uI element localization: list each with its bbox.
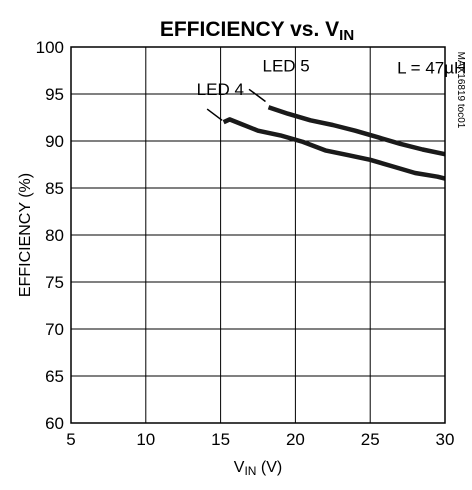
x-tick-label: 30 [436,430,455,449]
tick-labels: 5 10 15 20 25 30 60 65 70 75 80 85 90 95 100 [36,38,455,449]
annotation-label: LED 4 [197,80,244,99]
chart-title-main: EFFICIENCY vs. V [160,18,339,41]
x-tick-label: 10 [136,430,155,449]
x-axis-label: VIN (V) [234,459,282,478]
chart-title-subscript: IN [339,27,354,44]
x-axis-label-unit: (V) [256,459,282,476]
y-tick-label: 80 [45,226,64,245]
x-axis-label-subscript: IN [244,464,256,478]
annotations: LED 5 LED 4 L = 47µH [197,56,466,121]
x-tick-label: 15 [211,430,230,449]
y-tick-label: 90 [45,132,64,151]
grid [70,46,446,424]
y-tick-label: 60 [45,414,64,433]
chart-title: EFFICIENCY vs. VIN [160,18,354,44]
y-tick-label: 100 [36,38,64,57]
annotation-leader-line [206,108,223,121]
series-line-led-5 [267,105,446,157]
y-tick-label: 95 [45,85,64,104]
annotation-label: LED 5 [262,56,309,75]
series-line-led-4 [222,117,446,181]
y-tick-label: 70 [45,320,64,339]
plot-area-frame [70,46,446,424]
y-axis-label: EFFICIENCY (%) [17,173,34,297]
annotation-leader-line [248,88,266,103]
figure-code: MAX16819 toc01 [455,52,466,129]
y-tick-label: 75 [45,273,64,292]
y-tick-label: 65 [45,367,64,386]
x-axis-label-main: V [234,459,245,476]
x-tick-label: 20 [286,430,305,449]
x-tick-label: 5 [66,430,75,449]
annotation-label: L = 47µH [397,58,466,77]
y-tick-label: 85 [45,179,64,198]
x-tick-label: 25 [361,430,380,449]
series-layer [222,105,446,181]
